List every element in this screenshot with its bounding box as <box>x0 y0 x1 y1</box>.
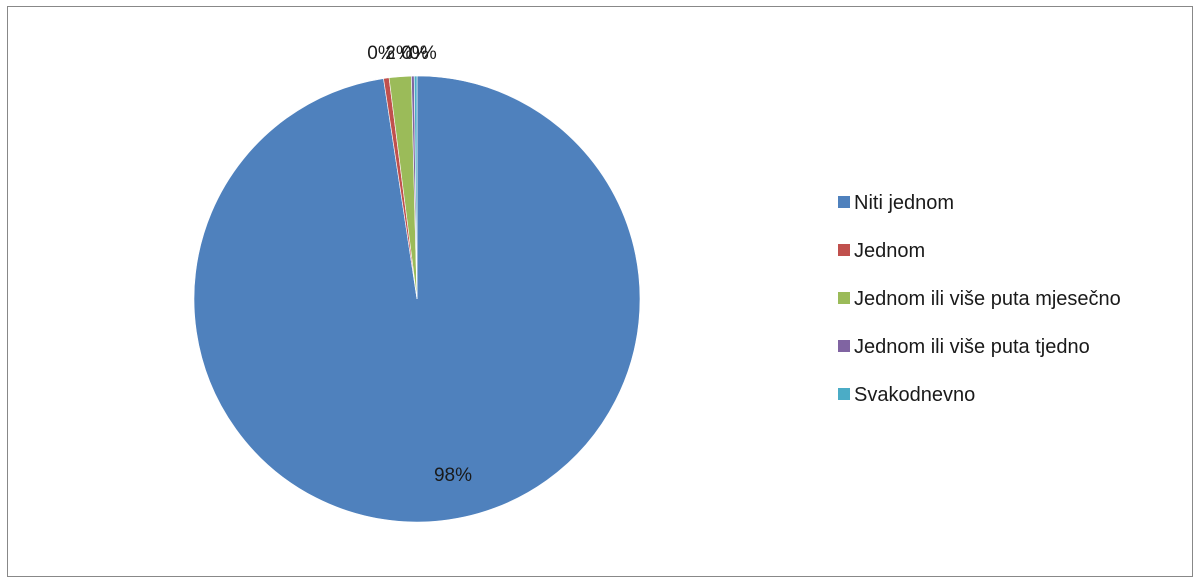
data-label-jednom: 0% <box>367 43 395 64</box>
legend-item-jednom: Jednom <box>838 240 925 262</box>
legend-item-jednom-ili-vise-puta-mjesecno: Jednom ili više puta mjesečno <box>838 288 1121 310</box>
legend-label-svakodnevno: Svakodnevno <box>854 384 975 406</box>
legend: Niti jednom Jednom Jednom ili više puta mj… <box>838 192 1121 406</box>
legend-swatch-jednom <box>838 244 850 256</box>
data-label-svakodnevno: 0% <box>409 43 437 64</box>
legend-swatch-jednom-ili-vise-puta-tjedno <box>838 340 850 352</box>
legend-item-niti-jednom: Niti jednom <box>838 192 954 214</box>
legend-swatch-svakodnevno <box>838 388 850 400</box>
data-label-jednom-ili-vise-puta-mjesecno: 2% <box>385 43 413 64</box>
legend-item-jednom-ili-vise-puta-tjedno: Jednom ili više puta tjedno <box>838 336 1090 358</box>
legend-label-jednom-ili-vise-puta-tjedno: Jednom ili više puta tjedno <box>854 336 1090 358</box>
pie-slices <box>193 75 641 523</box>
legend-label-niti-jednom: Niti jednom <box>854 192 954 214</box>
data-labels: 98%0%2%0%0% <box>367 43 472 486</box>
legend-swatch-jednom-ili-vise-puta-mjesecno <box>838 292 850 304</box>
legend-item-svakodnevno: Svakodnevno <box>838 384 975 406</box>
legend-swatch-niti-jednom <box>838 196 850 208</box>
pie-slice-svakodnevno <box>413 75 418 300</box>
data-label-jednom-ili-vise-puta-tjedno: 0% <box>401 43 429 64</box>
legend-label-jednom: Jednom <box>854 240 925 262</box>
legend-label-jednom-ili-vise-puta-mjesecno: Jednom ili više puta mjesečno <box>854 288 1121 310</box>
data-label-niti-jednom: 98% <box>434 465 472 486</box>
